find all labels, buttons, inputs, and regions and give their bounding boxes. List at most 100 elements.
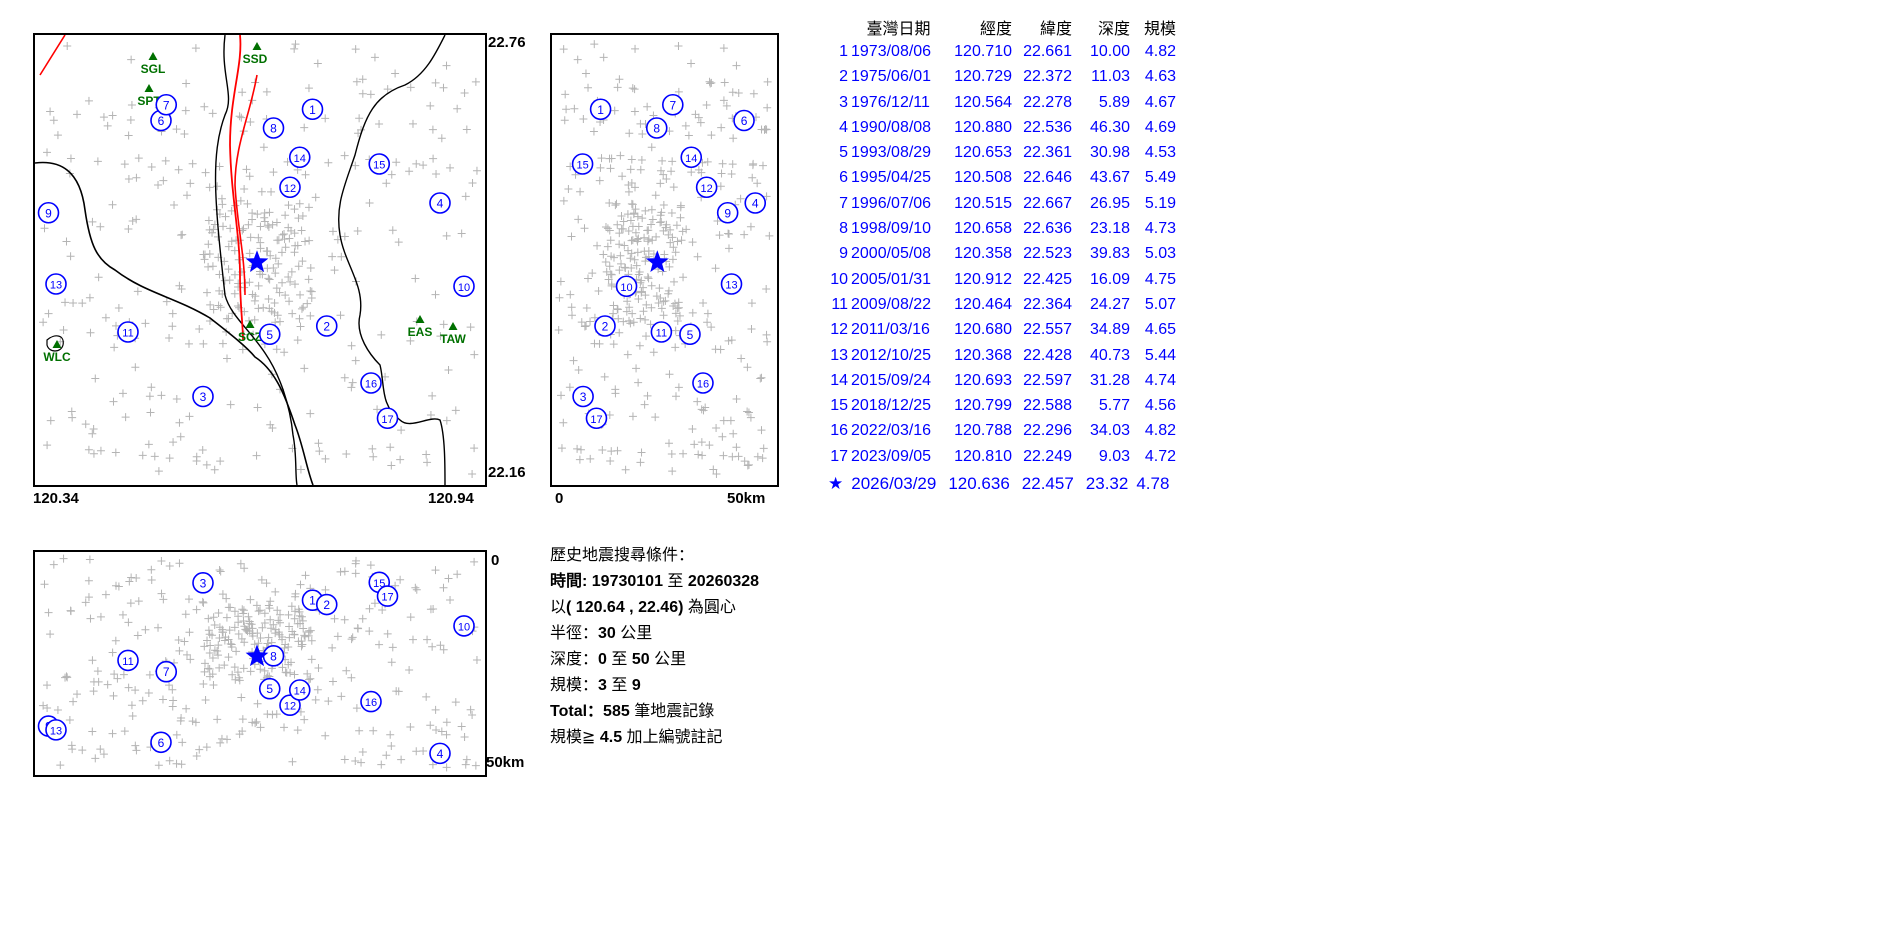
star-icon: ★ [828,474,844,493]
quake-cross [266,420,275,429]
quake-cross [716,182,725,191]
quake-cross [299,303,308,312]
quake-cross [446,596,455,605]
quake-cross [397,755,406,764]
cell-no: 8 [839,220,848,238]
quake-cross [205,183,214,192]
quake-cross [62,672,71,681]
quake-cross [428,642,437,651]
quake-cross [264,294,273,303]
quake-cross [273,606,282,615]
quake-cross [138,696,147,705]
quake-cross [707,78,716,87]
quake-cross [633,212,642,221]
event-circle [695,176,718,199]
quake-cross [746,413,755,422]
quake-cross [132,173,141,182]
quake-cross [266,251,275,260]
quake-cross [470,350,479,359]
quake-cross [575,455,584,464]
cell-lon: 120.658 [954,220,1012,238]
quake-cross [607,270,616,279]
quake-cross [252,717,261,726]
quake-cross [656,166,665,175]
quake-cross [154,180,163,189]
cell-lon: 120.464 [954,295,1012,313]
quake-cross [657,304,666,313]
quake-cross [606,236,615,245]
quake-cross [238,605,247,614]
current-event-lon: 120.636 [948,474,1010,493]
quake-cross [406,613,415,622]
cell-depth: 43.67 [1089,169,1130,187]
quake-cross [442,763,451,772]
quake-cross [658,156,667,165]
quake-cross [269,168,278,177]
event-circle [594,315,616,337]
conditions-note: 規模≧ 4.5 加上編號註記 [550,729,723,746]
quake-cross [643,237,652,246]
quake-cross [694,113,703,122]
quake-cross [290,205,299,214]
quake-cross [426,101,435,110]
quake-cross [208,670,217,679]
quake-cross [567,232,576,241]
event-circle [315,593,338,616]
fault-line [39,35,66,76]
quake-cross [628,412,637,421]
quake-cross [690,440,699,449]
cell-date: 1990/08/08 [851,118,932,136]
cell-lat: 22.425 [1023,270,1072,288]
event-number: 6 [158,114,165,128]
map-event-15: 15 [368,153,391,175]
event-circle [744,192,767,214]
quake-cross [599,250,608,259]
quake-cross [298,640,307,649]
quake-cross [722,101,731,110]
quake-cross [69,697,78,706]
quake-cross [636,278,645,287]
quake-cross [328,677,337,686]
quake-cross [131,363,140,372]
quake-cross [613,446,622,455]
quake-cross [647,143,656,152]
event-number: 14 [294,686,306,698]
quake-cross [408,635,417,644]
quake-cross [274,616,283,625]
quake-cross [120,727,129,736]
quake-cross [615,266,624,275]
event-circle [615,275,638,298]
cell-depth: 5.77 [1098,397,1130,415]
quake-cross [647,303,656,312]
event-circle [368,153,391,175]
header-lat: 緯度 [1039,20,1072,38]
quake-cross [185,628,194,637]
quake-cross [218,339,227,348]
event-circle [288,146,311,169]
quake-cross [568,311,577,320]
quake-cross [624,246,633,255]
quake-cross [559,418,568,427]
quake-cross [188,717,197,726]
quake-cross [69,298,78,307]
cell-no: 11 [831,295,848,313]
station-triangle-icon [52,340,62,348]
quake-cross [224,242,233,251]
quake-cross [175,281,184,290]
cell-no: 13 [830,346,848,364]
ns-event-13: 13 [720,273,743,295]
quake-cross [53,705,62,714]
quake-cross [191,718,200,727]
cell-lon: 120.508 [954,169,1012,187]
event-number: 13 [50,280,62,292]
quake-cross [313,59,322,68]
station-code: SSD [243,52,268,66]
quake-cross [307,655,316,664]
quake-cross [763,103,772,112]
quake-cross [243,199,252,208]
quake-cross [280,229,289,238]
quake-cross [471,77,480,86]
quake-cross [725,229,734,238]
quake-cross [394,687,403,696]
